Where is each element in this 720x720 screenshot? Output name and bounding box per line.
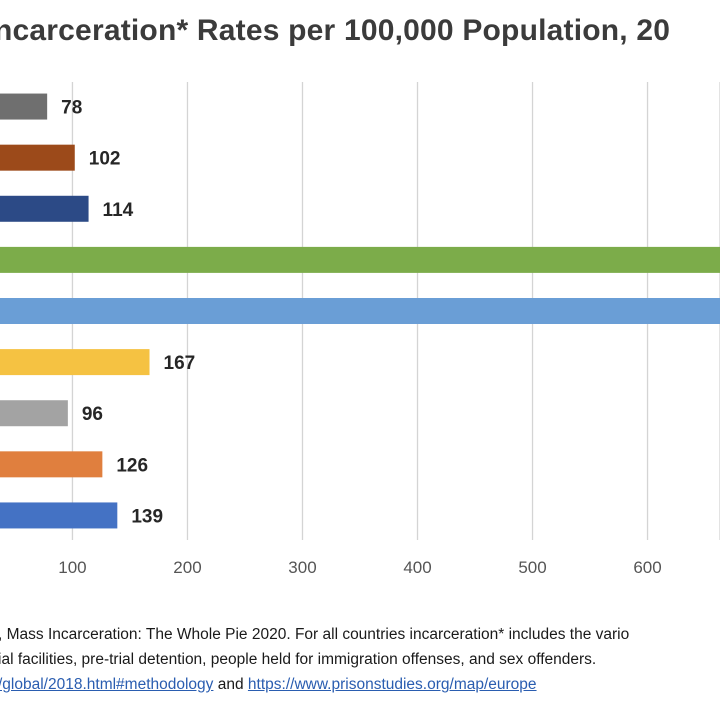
footnote-and: and <box>213 676 248 693</box>
bar <box>0 144 75 171</box>
prisonstudies-link[interactable]: https://www.prisonstudies.org/map/europe <box>247 676 537 693</box>
data-label: 139 <box>131 506 163 527</box>
methodology-link[interactable]: /global/2018.html#methodology <box>0 676 214 693</box>
bar <box>0 195 89 222</box>
x-tick-label: 400 <box>403 558 431 577</box>
footnote-source: , Mass Incarceration: The Whole Pie 2020… <box>0 626 630 643</box>
chart-title: ncarceration* Rates per 100,000 Populati… <box>0 14 671 47</box>
bar <box>0 298 720 324</box>
bar-chart: 78 102 114 167 96 126 139 100 200 300 400 500 600 <box>0 82 720 577</box>
bar <box>0 93 48 120</box>
x-tick-label: 100 <box>58 558 86 577</box>
x-tick-label: 600 <box>633 558 661 577</box>
footnote-definition: ial facilities, pre-trial detention, peo… <box>0 651 597 668</box>
bar <box>0 246 720 273</box>
x-tick-label: 300 <box>288 558 316 577</box>
bar <box>0 451 103 478</box>
bar <box>0 502 118 529</box>
data-label: 102 <box>89 149 121 170</box>
data-label: 114 <box>103 200 134 221</box>
bar <box>0 349 150 376</box>
data-label: 96 <box>82 404 103 425</box>
data-label: 167 <box>164 353 196 374</box>
data-label: 78 <box>61 98 82 119</box>
bar <box>0 400 68 427</box>
x-tick-label: 200 <box>173 558 201 577</box>
footnote-links: /global/2018.html#methodology and https:… <box>0 676 537 694</box>
x-tick-label: 500 <box>518 558 546 577</box>
data-label: 126 <box>116 455 148 476</box>
